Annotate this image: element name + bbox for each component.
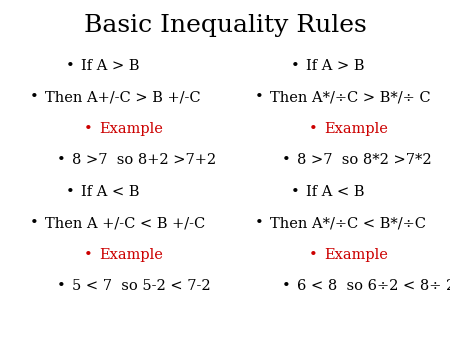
Text: 6 < 8  so 6÷2 < 8÷ 2: 6 < 8 so 6÷2 < 8÷ 2 xyxy=(297,279,450,293)
Text: •: • xyxy=(290,59,299,73)
Text: If A < B: If A < B xyxy=(81,185,140,199)
Text: 8 >7  so 8+2 >7+2: 8 >7 so 8+2 >7+2 xyxy=(72,153,216,167)
Text: •: • xyxy=(29,216,38,230)
Text: •: • xyxy=(83,122,92,136)
Text: •: • xyxy=(281,153,290,167)
Text: Then A +/-C < B +/-C: Then A +/-C < B +/-C xyxy=(45,216,205,230)
Text: •: • xyxy=(281,279,290,293)
Text: •: • xyxy=(290,185,299,199)
Text: •: • xyxy=(308,247,317,262)
Text: Example: Example xyxy=(324,122,388,136)
Text: •: • xyxy=(254,216,263,230)
Text: If A < B: If A < B xyxy=(306,185,364,199)
Text: Example: Example xyxy=(99,122,163,136)
Text: 8 >7  so 8*2 >7*2: 8 >7 so 8*2 >7*2 xyxy=(297,153,432,167)
Text: •: • xyxy=(83,247,92,262)
Text: •: • xyxy=(29,90,38,104)
Text: If A > B: If A > B xyxy=(81,59,140,73)
Text: •: • xyxy=(56,153,65,167)
Text: Then A*/÷C < B*/÷C: Then A*/÷C < B*/÷C xyxy=(270,216,426,230)
Text: Example: Example xyxy=(324,247,388,262)
Text: If A > B: If A > B xyxy=(306,59,364,73)
Text: Then A+/-C > B +/-C: Then A+/-C > B +/-C xyxy=(45,90,201,104)
Text: •: • xyxy=(65,185,74,199)
Text: Example: Example xyxy=(99,247,163,262)
Text: •: • xyxy=(56,279,65,293)
Text: 5 < 7  so 5-2 < 7-2: 5 < 7 so 5-2 < 7-2 xyxy=(72,279,211,293)
Text: •: • xyxy=(65,59,74,73)
Text: Then A*/÷C > B*/÷ C: Then A*/÷C > B*/÷ C xyxy=(270,90,431,104)
Text: Basic Inequality Rules: Basic Inequality Rules xyxy=(84,14,366,37)
Text: •: • xyxy=(254,90,263,104)
Text: •: • xyxy=(308,122,317,136)
